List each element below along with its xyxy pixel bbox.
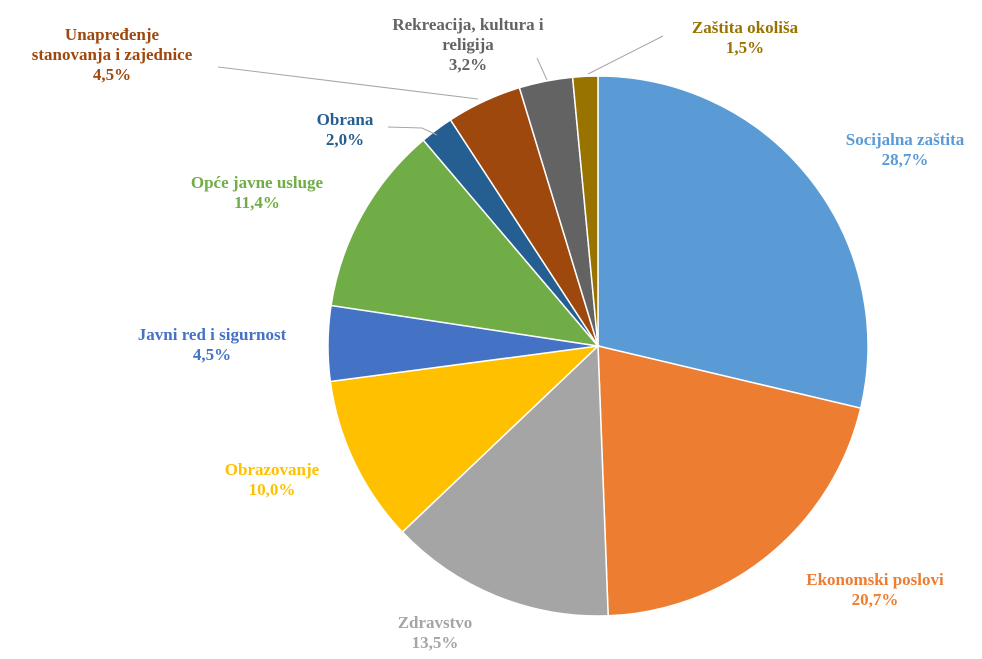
category-label: Zaštita okoliša xyxy=(691,18,799,37)
slices xyxy=(327,75,869,617)
slice-label: Ekonomski poslovi 20,7% xyxy=(806,570,943,610)
leader-line xyxy=(536,57,548,81)
category-label: Rekreacija, kultura i religija xyxy=(392,15,544,54)
category-label: Obrazovanje xyxy=(224,460,320,479)
slice-label: Zaštita okoliša 1,5% xyxy=(692,18,798,58)
slice-label: Zdravstvo 13,5% xyxy=(398,613,473,653)
value-label: 3,2% xyxy=(448,55,488,74)
slice-label: Opće javne usluge 11,4% xyxy=(191,173,323,213)
pie-slice xyxy=(597,345,862,617)
slice-label: Obrana 2,0% xyxy=(317,110,374,150)
value-label: 20,7% xyxy=(851,590,899,609)
leader-line xyxy=(587,35,664,75)
slice-label: Obrazovanje 10,0% xyxy=(225,460,319,500)
value-label: 4,5% xyxy=(92,65,132,84)
category-label: Javni red i sigurnost xyxy=(137,325,287,344)
category-label: Zdravstvo xyxy=(397,613,473,632)
pie-slice xyxy=(571,75,599,347)
value-label: 28,7% xyxy=(881,150,929,169)
pie-slice xyxy=(329,344,601,534)
value-label: 1,5% xyxy=(725,38,765,57)
pie-slice xyxy=(401,344,609,617)
value-label: 2,0% xyxy=(325,130,365,149)
slice-label: Rekreacija, kultura i religija 3,2% xyxy=(391,15,546,75)
leader-line xyxy=(387,126,438,136)
slice-label: Socijalna zaštita 28,7% xyxy=(846,130,965,170)
category-label: Socijalna zaštita xyxy=(845,130,965,149)
slice-label: Javni red i sigurnost 4,5% xyxy=(138,325,286,365)
leader-line xyxy=(217,66,479,100)
value-label: 11,4% xyxy=(234,193,280,212)
category-label: Ekonomski poslovi xyxy=(806,570,944,589)
value-label: 4,5% xyxy=(192,345,232,364)
category-label: Unapređenje stanovanja i zajednice xyxy=(31,25,193,64)
pie-slice xyxy=(597,75,869,410)
slice-label: Unapređenje stanovanja i zajednice 4,5% xyxy=(6,25,218,85)
category-label: Obrana xyxy=(316,110,374,129)
value-label: 10,0% xyxy=(248,480,296,499)
category-label: Opće javne usluge xyxy=(190,173,324,192)
pie-slice xyxy=(330,139,600,348)
value-label: 13,5% xyxy=(411,633,459,652)
